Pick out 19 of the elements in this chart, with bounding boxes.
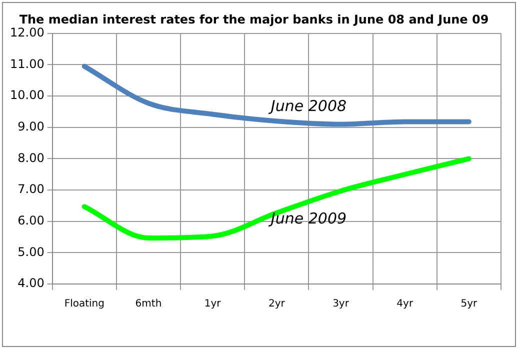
y-tick-label: 9.00 — [18, 120, 44, 134]
x-tick-label: Floating — [64, 298, 104, 310]
series-label: June 2009 — [268, 209, 347, 228]
x-tick-label: 4yr — [396, 298, 414, 310]
y-tick-label: 6.00 — [18, 213, 44, 228]
x-tick-label: 2yr — [268, 298, 286, 310]
series-label: June 2008 — [268, 97, 347, 116]
x-tick-label: 1yr — [204, 298, 222, 310]
y-tick-label: 4.00 — [18, 276, 44, 290]
chart-title: The median interest rates for the major banks in June 08 and June 09 — [19, 12, 489, 26]
y-tick-label: 12.00 — [10, 26, 44, 40]
x-tick-label: 3yr — [332, 298, 350, 310]
x-tick-label: 6mth — [135, 298, 162, 310]
x-tick-label: 5yr — [460, 298, 478, 310]
y-tick-label: 5.00 — [18, 244, 44, 259]
y-tick-label: 8.00 — [18, 150, 44, 165]
y-tick-label: 11.00 — [10, 56, 44, 71]
y-tick-label: 7.00 — [18, 182, 44, 196]
y-tick-label: 10.00 — [10, 88, 44, 102]
